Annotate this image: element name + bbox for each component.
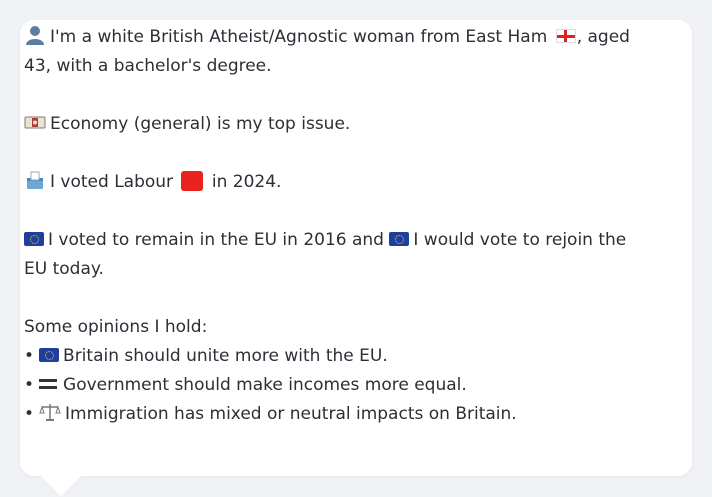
red-square-icon — [181, 171, 204, 191]
equals-icon — [39, 379, 58, 389]
person-icon — [26, 26, 44, 45]
bullet: • — [24, 346, 35, 366]
balance-scale-icon — [39, 404, 61, 421]
vote-paragraph: I voted Labour in 2024. — [24, 168, 648, 197]
eu-flag-icon — [39, 348, 60, 362]
opinion-text: Britain should unite more with the EU. — [63, 346, 388, 366]
bullet: • — [24, 404, 35, 424]
eu-text-part1: I voted to remain in the EU in 2016 and — [48, 230, 384, 250]
ballot-box-icon — [27, 171, 43, 189]
eu-flag-icon — [24, 232, 44, 246]
persona-text: I'm a white British Atheist/Agnostic wom… — [24, 23, 648, 429]
list-item: • Immigration has mixed or neutral impac… — [24, 400, 648, 429]
eu-paragraph: I voted to remain in the EU in 2016 and … — [24, 226, 648, 284]
opinion-text: Immigration has mixed or neutral impacts… — [65, 404, 517, 424]
opinions-list: • Britain should unite more with the EU. … — [24, 342, 648, 429]
vote-prefix-text: I voted Labour — [50, 172, 174, 192]
opinion-text: Government should make incomes more equa… — [63, 375, 467, 395]
top-issue-text: Economy (general) is my top issue. — [50, 114, 351, 134]
list-item: • Government should make incomes more equ… — [24, 371, 648, 400]
intro-paragraph: I'm a white British Atheist/Agnostic wom… — [24, 23, 648, 81]
opinions-heading: Some opinions I hold: — [24, 317, 208, 337]
banknote-icon — [24, 116, 46, 129]
england-flag-icon — [555, 29, 576, 43]
persona-card — [20, 20, 692, 476]
intro-tail-text: , aged 43, with a bachelor's degree. — [24, 27, 630, 76]
eu-flag-icon — [389, 232, 410, 246]
list-item: • Britain should unite more with the EU. — [24, 342, 648, 371]
eu-text-part2: I would vote to rejoin the EU today. — [24, 230, 627, 279]
opinions-section: Some opinions I hold: • Britain should un… — [24, 313, 648, 429]
speech-bubble-tail — [41, 476, 81, 496]
intro-text: I'm a white British Atheist/Agnostic wom… — [50, 27, 548, 47]
top-issue-paragraph: Economy (general) is my top issue. — [24, 110, 648, 139]
bullet: • — [24, 375, 35, 395]
vote-suffix-text: in 2024. — [211, 172, 282, 192]
